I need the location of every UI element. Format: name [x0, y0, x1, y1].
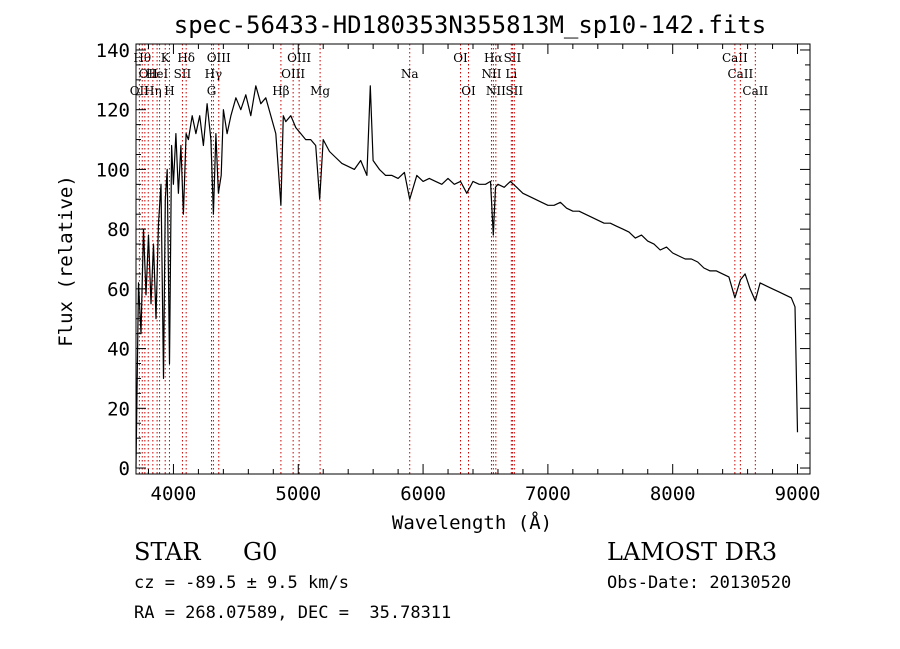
object-subclass: G0 [243, 538, 278, 566]
line-label: Hδ [177, 51, 195, 65]
y-tick-label: 120 [96, 100, 130, 122]
x-axis-ticks: 4000 5000 6000 7000 8000 9000 [147, 44, 821, 505]
line-label: Hθ [133, 51, 151, 65]
spectrum-line [135, 85, 799, 469]
line-label: CaII [727, 67, 753, 81]
spectrum-layer [135, 85, 799, 469]
chart-title: spec-56433-HD180353N355813M_sp10-142.fit… [174, 11, 766, 39]
line-label: CaII [742, 84, 768, 98]
line-label: OI [461, 84, 476, 98]
survey-name: LAMOST DR3 [607, 538, 778, 566]
y-tick-label: 20 [107, 398, 130, 420]
y-tick-label: 60 [107, 279, 130, 301]
coordinates: RA = 268.07589, DEC = 35.78311 [134, 603, 452, 623]
line-label: OIII [281, 67, 305, 81]
y-axis-ticks: 0 20 40 60 80 100 120 140 [96, 40, 810, 480]
plot-frame [135, 43, 811, 475]
observation-date: Obs-Date: 20130520 [607, 573, 792, 593]
line-label: SII [505, 84, 523, 98]
line-label: Hη [144, 84, 162, 98]
y-tick-label: 140 [96, 40, 130, 62]
line-label: OIII [287, 51, 311, 65]
line-label: NII [481, 67, 501, 81]
line-label: OII [130, 84, 150, 98]
line-label: SII [174, 67, 192, 81]
y-tick-label: 0 [119, 458, 130, 480]
line-label: OIII [207, 51, 231, 65]
x-tick-label: 6000 [400, 483, 446, 505]
line-label: NII [486, 84, 506, 98]
x-tick-label: 4000 [151, 483, 197, 505]
line-label: CaII [722, 51, 748, 65]
x-tick-label: 9000 [775, 483, 821, 505]
x-tick-label: 5000 [275, 483, 321, 505]
line-label: Li [505, 67, 517, 81]
line-label: H [164, 84, 174, 98]
line-label: G [207, 84, 217, 98]
x-tick-label: 8000 [650, 483, 696, 505]
line-label: Na [401, 67, 419, 81]
y-tick-label: 80 [107, 219, 130, 241]
spectral-line-markers: OIIHθOIIHηHeIKHSIIHδGHγOIIIHβOIIIOIIIMgN… [130, 44, 768, 474]
redshift-velocity: cz = -89.5 ± 9.5 km/s [134, 573, 349, 593]
line-label: K [161, 51, 171, 65]
line-label: OI [453, 51, 468, 65]
line-label: Hγ [205, 67, 223, 81]
line-label: Hβ [272, 84, 289, 98]
x-tick-label: 7000 [525, 483, 571, 505]
y-tick-label: 100 [96, 159, 130, 181]
y-axis-label: Flux (relative) [55, 175, 77, 347]
x-axis-label: Wavelength (Å) [392, 511, 552, 534]
line-label: SII [504, 51, 522, 65]
object-type: STAR [134, 538, 201, 566]
line-label: HeI [146, 67, 169, 81]
line-label: Mg [310, 84, 330, 98]
y-tick-label: 40 [107, 339, 130, 361]
line-label: Hα [484, 51, 503, 65]
